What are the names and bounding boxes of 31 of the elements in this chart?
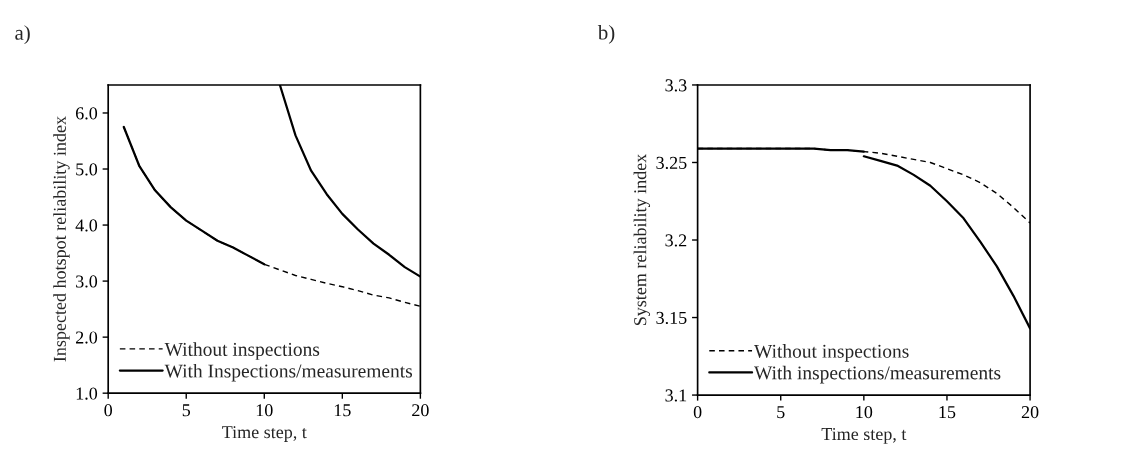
- y-tick-label: 3.3: [665, 79, 687, 92]
- y-tick-label: 3.0: [76, 275, 98, 288]
- chart-title: a): [15, 25, 30, 45]
- y-axis-title: System reliability index: [633, 153, 651, 326]
- x-axis-title: Time step, t: [222, 426, 307, 442]
- legend-label: Without inspections: [754, 344, 909, 362]
- x-axis-title: Time step, t: [821, 427, 907, 444]
- chart-title: b): [597, 24, 615, 44]
- x-tick-label: 20: [1021, 406, 1039, 419]
- x-tick-label: 5: [182, 404, 191, 417]
- legend-label: With Inspections/measurements: [164, 363, 413, 382]
- x-tick-label: 0: [104, 404, 113, 417]
- y-tick-label: 4.0: [75, 219, 98, 232]
- x-tick-label: 5: [777, 406, 785, 419]
- x-tick-label: 10: [256, 404, 273, 417]
- y-tick-label: 1.0: [76, 387, 98, 400]
- y-tick-label: 3.1: [665, 389, 687, 402]
- y-axis-title: Inspected hotspot reliability index: [53, 116, 70, 362]
- x-tick-label: 15: [334, 404, 351, 417]
- y-tick-label: 3.15: [656, 311, 687, 325]
- y-tick-label: 3.25: [656, 156, 687, 170]
- x-tick-label: 10: [856, 406, 873, 419]
- legend-label: Without inspections: [164, 342, 320, 360]
- y-tick-label: 6.0: [75, 107, 98, 120]
- y-tick-label: 5.0: [76, 163, 98, 176]
- y-tick-label: 3.2: [665, 234, 687, 247]
- x-tick-label: 20: [412, 404, 429, 417]
- y-tick-label: 2.0: [76, 331, 98, 344]
- x-tick-label: 15: [939, 406, 956, 419]
- legend-label: With inspections/measurements: [754, 365, 1001, 384]
- x-tick-label: 0: [693, 406, 702, 419]
